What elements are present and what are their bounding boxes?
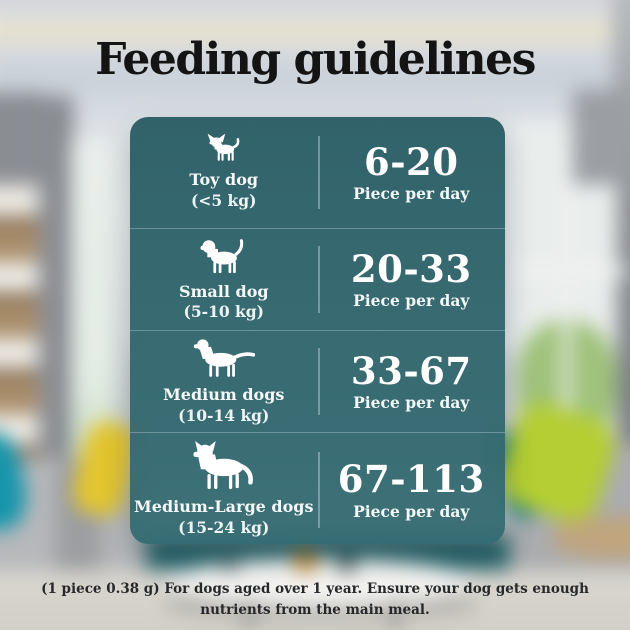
amount-cell: 20-33 Piece per day (318, 229, 506, 330)
toy-dog-icon (205, 133, 243, 162)
floor-warm-light (553, 516, 630, 559)
amount-cell: 6-20 Piece per day (318, 117, 506, 228)
dog-type-label: Medium-Large dogs (134, 497, 314, 517)
feeding-row-toy-dog: Toy dog (<5 kg) 6-20 Piece per day (130, 117, 505, 228)
pieces-unit: Piece per day (353, 291, 470, 311)
small-dog-icon (199, 236, 249, 274)
dog-type-label: Medium dogs (163, 385, 285, 405)
table-leg (246, 600, 253, 630)
column-divider (317, 452, 320, 528)
feeding-row-medium-large-dog: Medium-Large dogs (15-24 kg) 67-113 Piec… (130, 432, 505, 544)
page-title: Feeding guidelines (95, 34, 536, 85)
dog-type-cell: Medium-Large dogs (15-24 kg) (130, 433, 318, 544)
footnote: (1 piece 0.38 g) For dogs aged over 1 ye… (0, 579, 630, 621)
dog-type-label: Toy dog (189, 170, 259, 190)
column-divider (317, 246, 320, 313)
dog-weight-label: (5-10 kg) (183, 302, 264, 322)
pieces-amount: 6-20 (363, 139, 459, 184)
dog-weight-label: (<5 kg) (191, 190, 257, 210)
column-divider (317, 135, 320, 210)
feeding-row-medium-dog: Medium dogs (10-14 kg) 33-67 Piece per d… (130, 330, 505, 432)
pieces-amount: 67-113 (337, 457, 485, 502)
curtain-fold (572, 89, 630, 185)
feeding-row-small-dog: Small dog (5-10 kg) 20-33 Piece per day (130, 228, 505, 330)
pieces-unit: Piece per day (353, 393, 470, 413)
pieces-unit: Piece per day (353, 501, 470, 521)
footnote-line1: (1 piece 0.38 g) For dogs aged over 1 ye… (41, 581, 589, 597)
window-frame-bar (561, 140, 572, 565)
pieces-amount: 33-67 (350, 348, 472, 393)
item-on-table (222, 559, 237, 572)
dog-type-cell: Medium dogs (10-14 kg) (130, 331, 318, 432)
dog-type-label: Small dog (178, 281, 269, 301)
pieces-unit: Piece per day (353, 184, 470, 204)
medium-large-dog-icon (186, 441, 262, 490)
coffee-table (166, 557, 474, 607)
footnote-line2: nutrients from the main meal. (200, 601, 430, 618)
table-leg (392, 600, 399, 630)
amount-cell: 33-67 Piece per day (318, 331, 506, 432)
dog-weight-label: (10-14 kg) (178, 405, 270, 425)
dog-type-cell: Toy dog (<5 kg) (130, 117, 318, 228)
feeding-guide-panel: Toy dog (<5 kg) 6-20 Piece per day (130, 117, 505, 544)
pieces-amount: 20-33 (350, 246, 472, 291)
dog-weight-label: (15-24 kg) (178, 517, 270, 537)
item-on-table (339, 557, 355, 572)
medium-dog-icon (193, 336, 255, 378)
dog-type-cell: Small dog (5-10 kg) (130, 229, 318, 330)
column-divider (317, 348, 320, 415)
cup-on-table (294, 551, 317, 571)
amount-cell: 67-113 Piece per day (318, 433, 506, 544)
